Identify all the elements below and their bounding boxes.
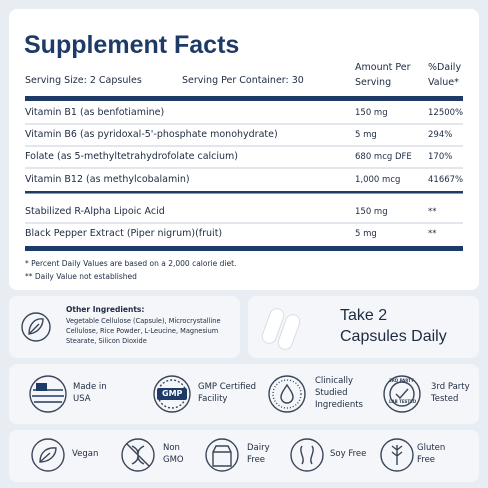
badge-label: Ingredients <box>315 400 363 410</box>
footnote: * Percent Daily Values are based on a 2,… <box>25 259 237 268</box>
feature-label: Free <box>247 455 266 465</box>
nutrient-dv: 12500% <box>428 108 464 118</box>
facts-card <box>9 9 479 290</box>
feature-label: Gluten <box>417 443 446 453</box>
feature-label: Vegan <box>72 449 99 459</box>
badge-label: Studied <box>315 388 348 398</box>
compound-name: Stabilized R-Alpha Lipoic Acid <box>25 206 165 217</box>
feature-label: Soy Free <box>330 449 367 459</box>
badge-label: GMP Certified <box>198 382 257 392</box>
compound-dv: ** <box>428 229 437 239</box>
footnote: ** Daily Value not established <box>25 272 137 281</box>
nutrient-dv: 170% <box>428 152 453 162</box>
badge-label: Facility <box>198 394 228 404</box>
nutrient-amount: 1,000 mcg <box>355 175 401 185</box>
thick-rule <box>25 96 463 101</box>
feature-label: Dairy <box>247 443 270 453</box>
column-header: %Daily <box>428 62 462 73</box>
compound-name: Black Pepper Extract (Piper nigrum)(frui… <box>25 228 223 239</box>
nutrient-dv: 294% <box>428 130 453 140</box>
gmp-mark: GMP <box>162 389 183 398</box>
thick-rule <box>25 246 463 251</box>
badge-label: Clinically <box>315 376 354 386</box>
compound-amount: 150 mg <box>355 207 388 217</box>
medium-rule <box>25 191 463 194</box>
badge-label: 3rd Party <box>431 382 470 392</box>
nutrient-name: Vitamin B1 (as benfotiamine) <box>25 107 165 118</box>
nutrient-dv: 41667% <box>428 175 464 185</box>
ingredients-card <box>9 296 240 358</box>
feature-label: Free <box>417 455 436 465</box>
nutrient-name: Vitamin B12 (as methylcobalamin) <box>25 174 190 185</box>
seal-text: 3RD PARTY <box>389 378 414 383</box>
ingredients-title: Other Ingredients: <box>66 305 145 314</box>
column-header: Value* <box>428 77 459 88</box>
ingredients-text: Vegetable Cellulose (Capsule), Microcrys… <box>66 317 221 345</box>
dosage-text: Capsules Daily <box>340 328 447 345</box>
compound-dv: ** <box>428 207 437 217</box>
seal-text: LAB TESTED <box>389 399 417 404</box>
dosage-card <box>248 296 479 358</box>
badge-label: Made in <box>73 382 107 392</box>
column-header: Serving <box>355 77 392 88</box>
serving-size: Serving Size: 2 Capsules <box>25 75 142 86</box>
badge-label: Tested <box>431 394 459 404</box>
title: Supplement Facts <box>24 31 240 59</box>
nutrient-amount: 5 mg <box>355 130 377 140</box>
feature-icons <box>31 438 414 472</box>
column-header: Amount Per <box>355 62 411 73</box>
servings-per-container: Serving Per Container: 30 <box>182 75 304 86</box>
nutrient-amount: 150 mg <box>355 108 388 118</box>
badges-card <box>9 364 479 424</box>
capsules-icon <box>261 308 301 350</box>
nutrient-name: Vitamin B6 (as pyridoxal-5'-phosphate mo… <box>25 129 278 140</box>
badge-icons <box>29 375 421 413</box>
feature-label: Non <box>163 443 180 453</box>
compound-amount: 5 mg <box>355 229 377 239</box>
feature-label: GMO <box>163 455 184 465</box>
nutrient-amount: 680 mcg DFE <box>355 152 412 162</box>
leaf-icon <box>21 312 51 342</box>
badge-label: USA <box>73 394 91 404</box>
nutrient-name: Folate (as 5-methyltetrahydrofolate calc… <box>25 151 239 162</box>
dosage-text: Take 2 <box>340 307 388 324</box>
